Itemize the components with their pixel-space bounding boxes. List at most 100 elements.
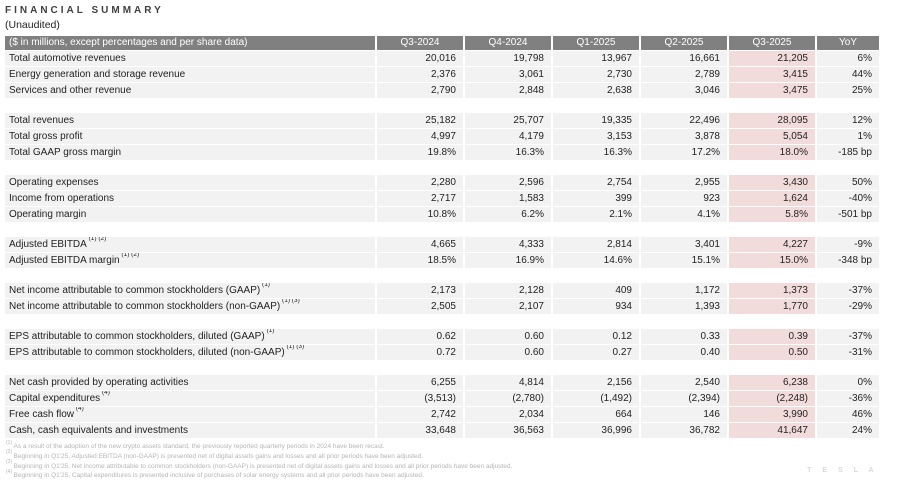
row-label: Net income attributable to common stockh… (5, 283, 375, 298)
value-cell: 0.40 (641, 345, 727, 360)
value-cell: 664 (553, 407, 639, 422)
row-label: Services and other revenue (5, 83, 375, 98)
table-section: EPS attributable to common stockholders,… (5, 329, 879, 360)
yoy-value-cell: -29% (817, 299, 879, 314)
table-row: Adjusted EBITDA margin (1) (2) 18.5% 16.9%… (5, 253, 879, 268)
table-header-label: ($ in millions, except percentages and p… (5, 36, 375, 50)
value-cell: 6,255 (377, 375, 463, 390)
yoy-value-cell: -501 bp (817, 207, 879, 222)
table-row: Operating expenses 2,280 2,596 2,754 2,955 3,… (5, 175, 879, 190)
value-cell: 3,430 (729, 175, 815, 190)
yoy-value-cell: -31% (817, 345, 879, 360)
value-cell: (2,394) (641, 391, 727, 406)
value-cell: 2,790 (377, 83, 463, 98)
column-header-q3-2025: Q3-2025 (729, 36, 815, 50)
value-cell: 14.6% (553, 253, 639, 268)
value-cell: 19.8% (377, 145, 463, 160)
table-row: Net income attributable to common stockh… (5, 299, 879, 314)
value-cell: 0.50 (729, 345, 815, 360)
value-cell: 4,997 (377, 129, 463, 144)
row-label: Operating expenses (5, 175, 375, 190)
value-cell: (2,780) (465, 391, 551, 406)
table-section: Total revenues 25,182 25,707 19,335 22,496 28… (5, 113, 879, 160)
footnote-reference: (1) (3) (280, 299, 300, 304)
value-cell: 409 (553, 283, 639, 298)
value-cell: 1,624 (729, 191, 815, 206)
table-row: Income from operations 2,717 1,583 399 923 1,… (5, 191, 879, 206)
table-row: Net cash provided by operating activitie… (5, 375, 879, 390)
page-title: FINANCIAL SUMMARY (5, 5, 164, 16)
value-cell: (1,492) (553, 391, 639, 406)
value-cell: 4,227 (729, 237, 815, 252)
value-cell: 2,848 (465, 83, 551, 98)
value-cell: 16,661 (641, 51, 727, 66)
row-label: Total automotive revenues (5, 51, 375, 66)
value-cell: 3,475 (729, 83, 815, 98)
column-header-yoy: YoY (817, 36, 879, 50)
value-cell: 17.2% (641, 145, 727, 160)
value-cell: 2,107 (465, 299, 551, 314)
value-cell: 13,967 (553, 51, 639, 66)
footnote-reference: (4) (100, 391, 110, 396)
value-cell: 2,638 (553, 83, 639, 98)
table-row: Total gross profit 4,997 4,179 3,153 3,878 5,… (5, 129, 879, 144)
value-cell: 2,742 (377, 407, 463, 422)
value-cell: 4,814 (465, 375, 551, 390)
value-cell: 18.5% (377, 253, 463, 268)
table-row: Cash, cash equivalents and investments 33… (5, 423, 879, 438)
row-label: EPS attributable to common stockholders,… (5, 345, 375, 360)
table-row: Total GAAP gross margin 19.8% 16.3% 16.3% 17… (5, 145, 879, 160)
value-cell: 16.3% (553, 145, 639, 160)
value-cell: 15.0% (729, 253, 815, 268)
yoy-value-cell: 44% (817, 67, 879, 82)
footnote-line: (2) Beginning in Q1'25, Adjusted EBITDA … (6, 449, 424, 460)
value-cell: 2,955 (641, 175, 727, 190)
value-cell: 3,990 (729, 407, 815, 422)
value-cell: 2,730 (553, 67, 639, 82)
table-section: Adjusted EBITDA (1) (2) 4,665 4,333 2,814 3,… (5, 237, 879, 268)
value-cell: 2.1% (553, 207, 639, 222)
value-cell: 2,754 (553, 175, 639, 190)
value-cell: 0.72 (377, 345, 463, 360)
footnote-marker: (1) (6, 439, 14, 446)
value-cell: 18.0% (729, 145, 815, 160)
value-cell: 16.3% (465, 145, 551, 160)
column-header-q3-2024: Q3-2024 (377, 36, 463, 50)
row-label: Total revenues (5, 113, 375, 128)
value-cell: 3,415 (729, 67, 815, 82)
table-row: Total automotive revenues 20,016 19,798 13,… (5, 51, 879, 66)
table-row: Capital expenditures (4) (3,513) (2,780) (1… (5, 391, 879, 406)
footnote-reference: (1) (3) (284, 345, 305, 350)
footnote-reference: (4) (74, 407, 84, 412)
value-cell: 19,798 (465, 51, 551, 66)
column-header-q1-2025: Q1-2025 (553, 36, 639, 50)
value-cell: 28,095 (729, 113, 815, 128)
row-label: Income from operations (5, 191, 375, 206)
table-body: Total automotive revenues 20,016 19,798 13,… (5, 51, 879, 438)
value-cell: 36,996 (553, 423, 639, 438)
footnotes: (1) As a result of the adoption of the n… (5, 439, 900, 480)
table-row: Operating margin 10.8% 6.2% 2.1% 4.1% 5.8% -50… (5, 207, 879, 222)
row-label: EPS attributable to common stockholders,… (5, 329, 375, 344)
table-row: EPS attributable to common stockholders,… (5, 329, 879, 344)
value-cell: 923 (641, 191, 727, 206)
table-row: Services and other revenue 2,790 2,848 2,63… (5, 83, 879, 98)
value-cell: 0.39 (729, 329, 815, 344)
value-cell: 0.12 (553, 329, 639, 344)
value-cell: 20,016 (377, 51, 463, 66)
footnote-reference: (1) (2) (86, 237, 107, 242)
value-cell: 41,647 (729, 423, 815, 438)
value-cell: 146 (641, 407, 727, 422)
row-label: Net cash provided by operating activitie… (5, 375, 375, 390)
value-cell: 2,814 (553, 237, 639, 252)
row-label: Energy generation and storage revenue (5, 67, 375, 82)
tesla-logo-watermark: T E S L A (807, 467, 878, 474)
value-cell: 33,648 (377, 423, 463, 438)
table-section: Net income attributable to common stockh… (5, 283, 879, 314)
table-row: Free cash flow (4) 2,742 2,034 664 146 3,990 4… (5, 407, 879, 422)
value-cell: 2,596 (465, 175, 551, 190)
row-label: Total gross profit (5, 129, 375, 144)
row-label: Net income attributable to common stockh… (5, 299, 375, 314)
footnote-reference: (1) (260, 283, 270, 288)
yoy-value-cell: -36% (817, 391, 879, 406)
